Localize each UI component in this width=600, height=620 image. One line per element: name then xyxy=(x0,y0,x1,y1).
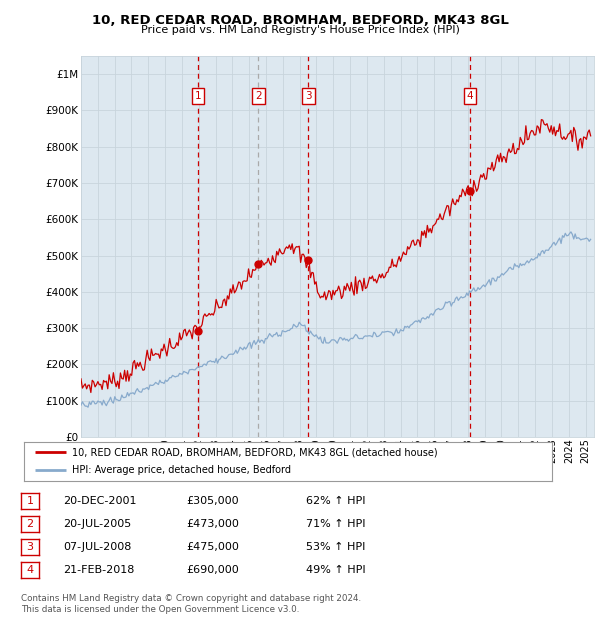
Text: 10, RED CEDAR ROAD, BROMHAM, BEDFORD, MK43 8GL (detached house): 10, RED CEDAR ROAD, BROMHAM, BEDFORD, MK… xyxy=(71,448,437,458)
Text: 21-FEB-2018: 21-FEB-2018 xyxy=(63,565,134,575)
Text: 4: 4 xyxy=(26,565,34,575)
Text: £690,000: £690,000 xyxy=(186,565,239,575)
Text: 20-JUL-2005: 20-JUL-2005 xyxy=(63,519,131,529)
Text: 62% ↑ HPI: 62% ↑ HPI xyxy=(306,496,365,506)
Text: 71% ↑ HPI: 71% ↑ HPI xyxy=(306,519,365,529)
Text: HPI: Average price, detached house, Bedford: HPI: Average price, detached house, Bedf… xyxy=(71,465,290,475)
Text: £473,000: £473,000 xyxy=(186,519,239,529)
Text: £475,000: £475,000 xyxy=(186,542,239,552)
Text: 49% ↑ HPI: 49% ↑ HPI xyxy=(306,565,365,575)
Text: 1: 1 xyxy=(26,496,34,506)
Text: Contains HM Land Registry data © Crown copyright and database right 2024.: Contains HM Land Registry data © Crown c… xyxy=(21,593,361,603)
Text: £305,000: £305,000 xyxy=(186,496,239,506)
Text: 3: 3 xyxy=(305,91,312,100)
Text: 2: 2 xyxy=(26,519,34,529)
Text: 3: 3 xyxy=(26,542,34,552)
Text: 1: 1 xyxy=(195,91,202,100)
Text: 4: 4 xyxy=(467,91,473,100)
Text: 20-DEC-2001: 20-DEC-2001 xyxy=(63,496,137,506)
Text: 10, RED CEDAR ROAD, BROMHAM, BEDFORD, MK43 8GL: 10, RED CEDAR ROAD, BROMHAM, BEDFORD, MK… xyxy=(92,14,508,27)
Text: 2: 2 xyxy=(255,91,262,100)
Text: This data is licensed under the Open Government Licence v3.0.: This data is licensed under the Open Gov… xyxy=(21,604,299,614)
Text: 07-JUL-2008: 07-JUL-2008 xyxy=(63,542,131,552)
Text: Price paid vs. HM Land Registry's House Price Index (HPI): Price paid vs. HM Land Registry's House … xyxy=(140,25,460,35)
Text: 53% ↑ HPI: 53% ↑ HPI xyxy=(306,542,365,552)
